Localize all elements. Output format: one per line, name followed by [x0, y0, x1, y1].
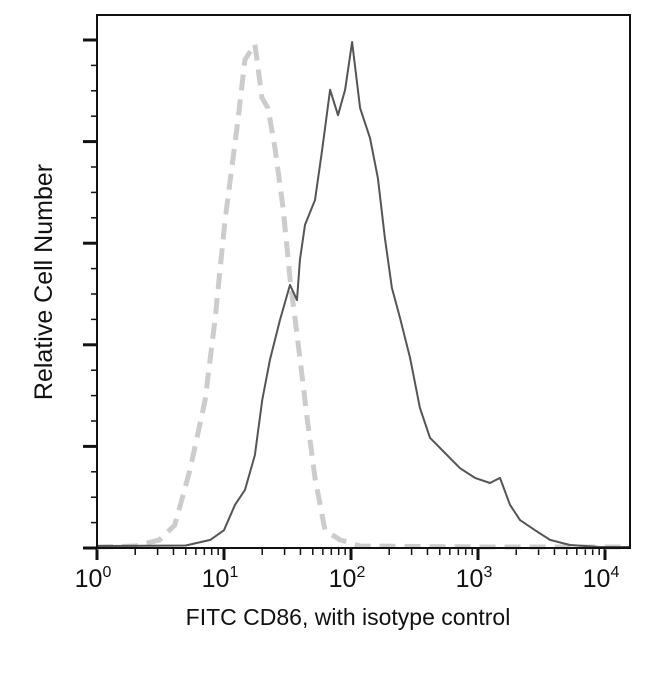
- x-tick-label: 100: [75, 564, 112, 593]
- x-tick-label: 101: [202, 564, 239, 593]
- x-tick-labels: 100 101 102 103 104: [75, 564, 620, 593]
- cd86-series: [96, 41, 630, 548]
- isotype-control-series: [96, 41, 630, 550]
- x-axis-title: FITC CD86, with isotype control: [186, 604, 511, 630]
- axis-ticks: [83, 38, 607, 560]
- x-tick-label: 104: [583, 564, 620, 593]
- plot-frame: [96, 14, 631, 549]
- x-tick-label: 102: [329, 564, 366, 593]
- series-group: [96, 41, 630, 550]
- y-axis-title: Relative Cell Number: [30, 164, 58, 400]
- x-tick-label: 103: [456, 564, 493, 593]
